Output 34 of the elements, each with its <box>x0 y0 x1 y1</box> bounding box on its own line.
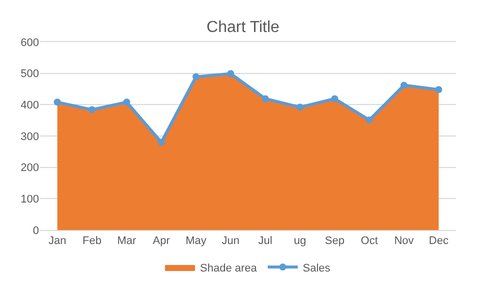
point <box>123 98 130 106</box>
y-tick-label: 200 <box>20 162 39 174</box>
x-tick-label: Nov <box>394 235 414 248</box>
y-tick-label: 500 <box>20 68 39 80</box>
y-tick-label: 0 <box>32 224 39 237</box>
point <box>331 95 338 102</box>
point <box>88 106 96 114</box>
y-tick-label: 600 <box>20 36 39 49</box>
y-tick-label: 100 <box>20 194 39 206</box>
x-tick-label: ug <box>294 235 306 248</box>
x-tick-label: Apr <box>152 235 170 248</box>
x-tick-label: Sep <box>324 235 344 248</box>
point <box>54 98 61 106</box>
legend-label: Sales <box>302 262 331 274</box>
x-tick-label: Feb <box>82 235 102 248</box>
point <box>366 116 373 124</box>
x-tick-label: Mar <box>117 235 136 248</box>
y-tick-label: 400 <box>20 100 39 112</box>
point <box>435 86 442 94</box>
chart-title: Chart Title <box>206 18 280 36</box>
x-tick-label: Jul <box>258 235 272 248</box>
x-tick-label: May <box>186 235 207 248</box>
point <box>296 104 304 111</box>
point <box>262 95 269 102</box>
point <box>227 70 234 78</box>
x-tick-label: Jan <box>48 235 66 248</box>
x-tick-label: Dec <box>428 235 449 248</box>
x-tick-label: Oct <box>360 235 378 248</box>
point <box>158 138 165 146</box>
point <box>400 82 408 89</box>
legend-label: Shade area <box>200 262 258 274</box>
point <box>192 73 200 80</box>
x-tick-label: Jun <box>222 235 240 248</box>
y-tick-label: 300 <box>20 130 39 143</box>
